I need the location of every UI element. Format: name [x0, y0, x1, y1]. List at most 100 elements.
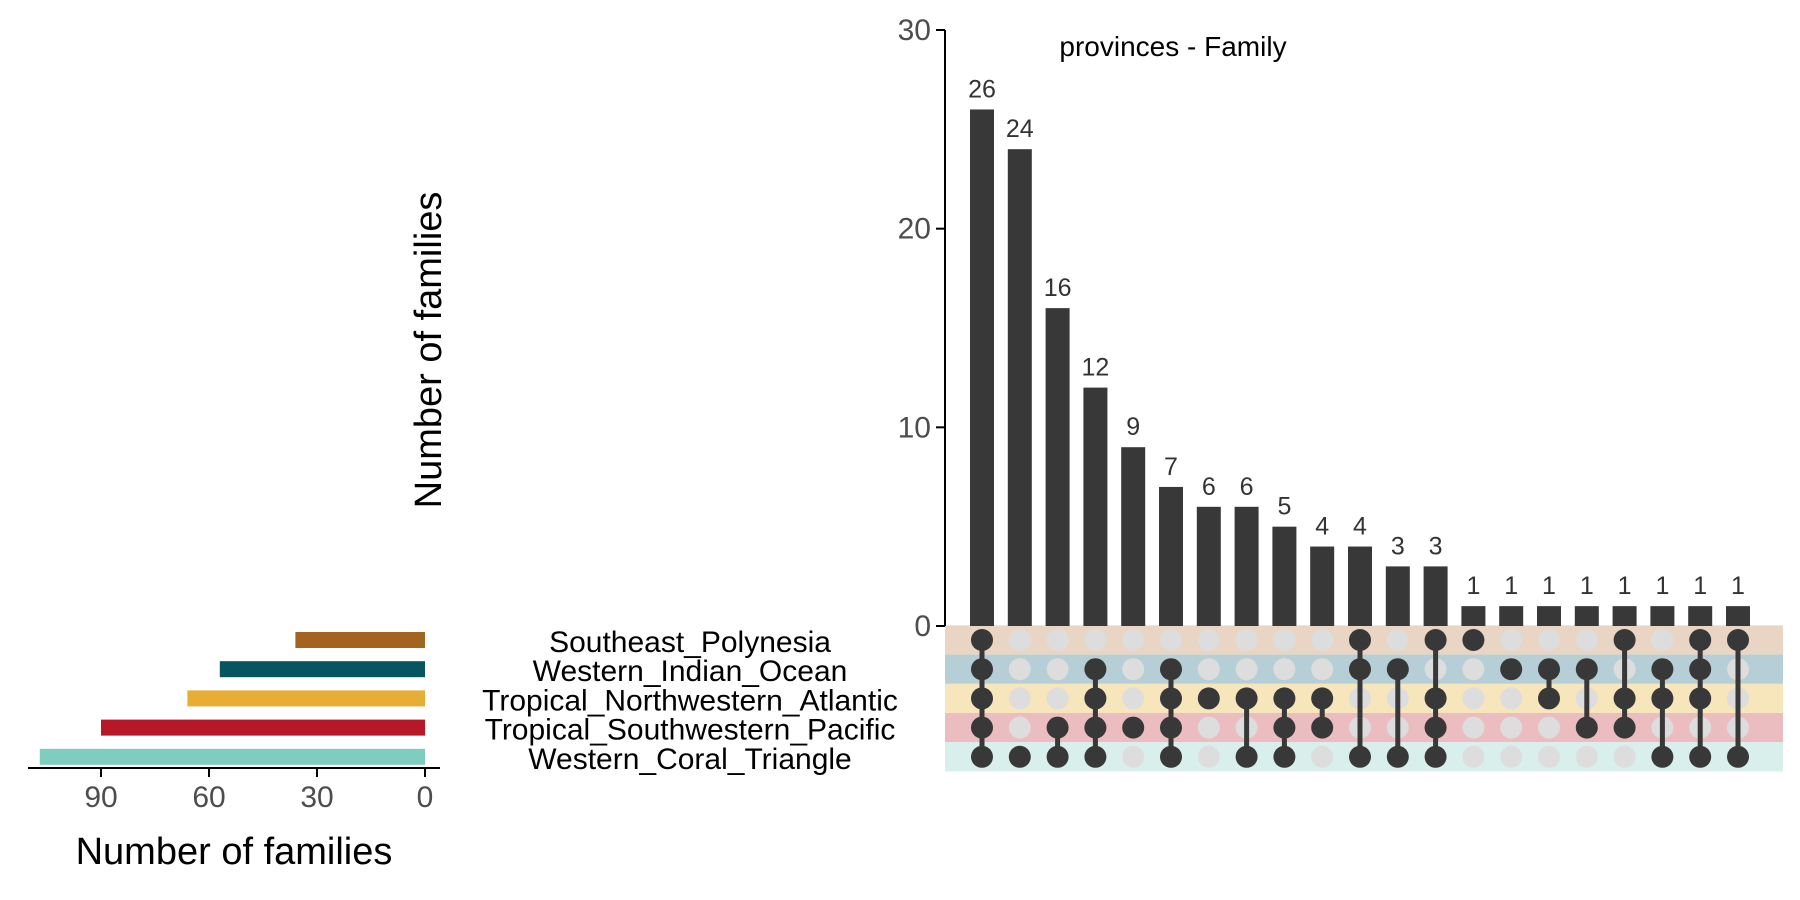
matrix-dot-filled	[1046, 716, 1069, 739]
matrix-dot-filled	[1046, 745, 1069, 768]
matrix-dot-filled	[1349, 629, 1371, 651]
matrix-dot-empty	[1273, 658, 1296, 681]
x-tick-label: 30	[300, 781, 333, 814]
bar-value-label: 26	[968, 75, 996, 103]
bar-value-label: 3	[1391, 532, 1405, 560]
matrix-dot-empty	[1235, 629, 1258, 651]
matrix-dot-filled	[1273, 716, 1296, 739]
matrix-dot-empty	[1084, 629, 1107, 651]
matrix-dot-filled	[1689, 658, 1712, 681]
y-tick-label: 20	[898, 213, 931, 246]
matrix-dot-empty	[1462, 658, 1485, 681]
bar-value-label: 5	[1277, 493, 1291, 521]
matrix-dot-filled	[1311, 716, 1334, 739]
intersection-y-axis: 0 10 20 30	[898, 14, 946, 643]
set-size-bar	[219, 661, 425, 678]
matrix-dot-filled	[1689, 745, 1712, 768]
matrix-dot-empty	[1500, 745, 1523, 768]
matrix-dot-empty	[1613, 745, 1636, 768]
x-tick-label: 60	[192, 781, 225, 814]
matrix-dot-empty	[1500, 629, 1523, 651]
matrix-dot-empty	[1046, 687, 1069, 710]
matrix-dot-filled	[1538, 658, 1560, 681]
bar-value-label: 7	[1164, 453, 1178, 481]
x-tick-label: 0	[417, 781, 434, 814]
matrix-dot-filled	[971, 716, 993, 739]
matrix-dot-empty	[1046, 629, 1069, 651]
matrix-dot-filled	[1160, 716, 1182, 739]
bar-value-label: 1	[1731, 572, 1745, 600]
matrix-dot-empty	[1197, 658, 1220, 681]
matrix-dot-empty	[1462, 745, 1485, 768]
bar-value-label: 1	[1504, 572, 1518, 600]
matrix-dot-filled	[1386, 658, 1409, 681]
bar-value-label: 9	[1126, 413, 1140, 441]
matrix-dot-filled	[1311, 687, 1334, 710]
intersection-bar	[1499, 606, 1524, 626]
bar-value-label: 6	[1202, 473, 1216, 501]
set-labels: Southeast_PolynesiaWestern_Indian_OceanT…	[482, 626, 898, 776]
bar-value-label: 24	[1006, 115, 1034, 143]
bar-value-label: 1	[1655, 572, 1669, 600]
matrix-dot-filled	[1613, 687, 1636, 710]
matrix-dot-empty	[1160, 629, 1182, 651]
matrix-dot-empty	[1008, 687, 1031, 710]
matrix-dot-filled	[1424, 687, 1447, 710]
matrix-dot-filled	[1273, 687, 1296, 710]
matrix-dot-empty	[1273, 629, 1296, 651]
matrix-dot-empty	[1008, 716, 1031, 739]
matrix-dot-filled	[971, 629, 993, 651]
matrix-dot-empty	[1008, 658, 1031, 681]
matrix-dot-empty	[1500, 687, 1523, 710]
matrix-dot-filled	[1651, 658, 1674, 681]
matrix-dot-empty	[1386, 629, 1409, 651]
matrix-dot-empty	[1197, 629, 1220, 651]
matrix-dot-empty	[1122, 658, 1145, 681]
matrix-dot-empty	[1651, 629, 1674, 651]
matrix-dot-filled	[1424, 716, 1447, 739]
matrix-dot-filled	[1084, 658, 1107, 681]
intersection-bar	[1726, 606, 1750, 626]
matrix-dot-filled	[1651, 745, 1674, 768]
matrix-dot-filled	[1462, 629, 1485, 651]
set-size-bar	[101, 719, 425, 736]
matrix-dot-empty	[1197, 716, 1220, 739]
matrix-dot-filled	[1084, 745, 1107, 768]
intersection-bar	[1196, 506, 1221, 626]
matrix-dot-filled	[1575, 658, 1598, 681]
y-tick-label: 0	[914, 610, 931, 643]
matrix-dot-empty	[1008, 629, 1031, 651]
intersection-bar	[1537, 606, 1561, 626]
intersection-bar	[1650, 606, 1675, 626]
matrix-dot-filled	[1613, 716, 1636, 739]
matrix-dot-empty	[1235, 658, 1258, 681]
y-tick-label: 10	[898, 411, 931, 444]
matrix-dot-empty	[1122, 745, 1145, 768]
bar-value-label: 4	[1353, 513, 1367, 541]
intersection-bar	[1121, 447, 1146, 626]
matrix-dot-filled	[1197, 687, 1220, 710]
bar-value-label: 6	[1240, 473, 1254, 501]
matrix-dot-empty	[1311, 658, 1334, 681]
matrix-dot-filled	[1500, 658, 1523, 681]
matrix-dot-filled	[971, 745, 993, 768]
x-tick-label: 90	[84, 781, 117, 814]
intersection-bar	[1461, 606, 1486, 626]
matrix-dot-filled	[1613, 629, 1636, 651]
intersection-bar	[1083, 387, 1108, 626]
bar-value-label: 1	[1466, 572, 1480, 600]
set-name-label: Southeast_Polynesia	[549, 626, 831, 659]
matrix-dot-filled	[1084, 687, 1107, 710]
bar-value-label: 16	[1044, 274, 1072, 302]
matrix-dot-empty	[1122, 629, 1145, 651]
matrix-dot-filled	[1349, 658, 1371, 681]
matrix-dot-filled	[971, 658, 993, 681]
matrix-dot-filled	[1689, 687, 1712, 710]
bar-value-label: 1	[1618, 572, 1632, 600]
matrix-dot-empty	[1462, 716, 1485, 739]
matrix-dot-filled	[1386, 745, 1409, 768]
matrix-dot-filled	[1651, 687, 1674, 710]
matrix-dot-filled	[1160, 745, 1182, 768]
set-size-bar	[187, 690, 425, 707]
